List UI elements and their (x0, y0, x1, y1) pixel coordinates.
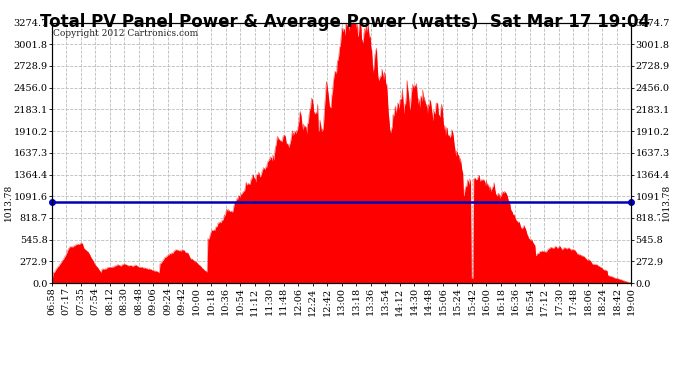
Text: 1013.78: 1013.78 (3, 184, 13, 221)
Text: Total PV Panel Power & Average Power (watts)  Sat Mar 17 19:04: Total PV Panel Power & Average Power (wa… (40, 13, 650, 31)
Text: Copyright 2012 Cartronics.com: Copyright 2012 Cartronics.com (53, 29, 198, 38)
Text: 1013.78: 1013.78 (662, 184, 671, 221)
